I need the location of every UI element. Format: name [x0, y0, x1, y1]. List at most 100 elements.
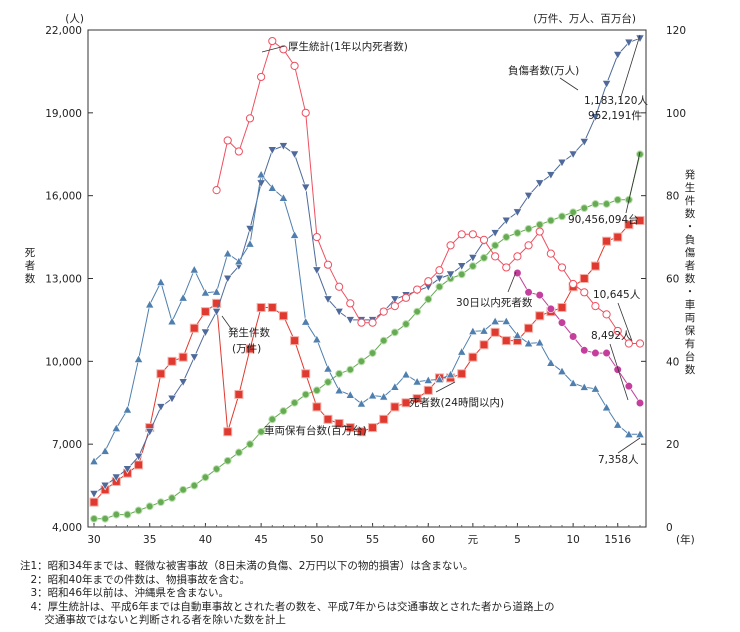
- series-5-point: [145, 502, 154, 511]
- series-3-point: [412, 394, 422, 404]
- x-tick-label: 45: [254, 534, 267, 546]
- x-tick-label: 55: [366, 534, 379, 546]
- series-4-point: [601, 80, 612, 89]
- series-4-point: [390, 295, 400, 305]
- series-1-point: [613, 365, 622, 374]
- series-3-point: [267, 302, 277, 312]
- series-4-point: [278, 142, 289, 151]
- series-0-point: [412, 376, 422, 386]
- series-0-point: [256, 169, 266, 179]
- series-0-point: [323, 363, 333, 373]
- left-axis-title-char: 数: [25, 272, 36, 285]
- right-axis-title-char: 保: [685, 324, 696, 337]
- right-tick-label: 60: [666, 274, 679, 286]
- label-24h-deaths: 死者数(24時間以内): [409, 396, 504, 409]
- series-5-point: [424, 295, 433, 304]
- label-value-accidents: 952,191件: [588, 110, 642, 122]
- series-4-point: [145, 428, 155, 437]
- right-tick-label: 80: [666, 191, 679, 203]
- series-3-point: [278, 311, 288, 321]
- series-2-point: [279, 45, 288, 54]
- leader-accidents: [221, 315, 233, 331]
- label-health-stats: 厚生統計(1年以内死者数): [288, 40, 408, 53]
- series-3-point: [345, 423, 355, 433]
- series-3-point: [178, 352, 188, 362]
- series-4-point: [178, 378, 188, 387]
- series-5-point: [201, 473, 210, 482]
- series-3-point: [423, 385, 433, 395]
- series-2-point: [323, 260, 333, 269]
- series-0-point: [111, 423, 121, 432]
- series-5-point: [168, 494, 176, 502]
- right-axis-title-char: 両: [685, 312, 696, 324]
- series-2-point: [468, 230, 477, 239]
- series-1-point: [635, 398, 645, 408]
- series-4-point: [334, 307, 344, 317]
- right-unit-label: (万件、万人、百万台): [533, 12, 636, 25]
- series-5-point: [569, 208, 578, 217]
- left-axis-title: 死者数: [25, 247, 36, 285]
- series-2-point: [580, 288, 589, 297]
- left-tick-label: 16,000: [45, 191, 82, 203]
- series-2-point: [535, 227, 544, 236]
- series-0-point: [535, 337, 545, 347]
- series-0-point: [546, 358, 556, 367]
- x-tick-label: 60: [422, 534, 435, 546]
- series-5-point: [379, 336, 388, 345]
- series-5-point: [112, 510, 121, 519]
- series-3-point: [479, 340, 489, 350]
- series-5-point: [179, 485, 188, 494]
- series-0-point: [523, 338, 534, 348]
- series-0-point: [457, 347, 467, 356]
- series-2-point: [602, 310, 611, 319]
- x-tick-label: 元: [468, 534, 479, 546]
- series-3-point: [312, 402, 322, 412]
- right-axis-title-char: 数: [685, 272, 696, 285]
- left-tick-label: 10,000: [45, 356, 82, 368]
- series-2-point: [613, 326, 622, 336]
- right-axis-title: 発生件数・負傷者数・車両保有台数: [685, 168, 696, 376]
- series-3-point: [245, 344, 255, 354]
- series-3-point: [234, 389, 244, 399]
- left-tick-label: 22,000: [45, 25, 82, 37]
- series-0-point: [89, 456, 99, 465]
- series-1-point: [580, 346, 589, 355]
- leader-value-vehicles: [625, 151, 641, 214]
- series-0-point: [267, 183, 277, 192]
- series-0-point: [590, 383, 601, 393]
- series-4-point: [100, 481, 110, 491]
- leader-value-injured: [619, 34, 641, 101]
- series-0-point: [468, 326, 478, 336]
- series-2-point: [401, 293, 411, 302]
- series-0-point: [367, 390, 378, 400]
- series-4-point: [535, 179, 545, 189]
- left-axis-title-char: 死: [25, 247, 36, 259]
- series-5-point: [123, 510, 132, 519]
- series-5-point: [156, 498, 165, 507]
- series-3-point: [579, 274, 589, 283]
- year-unit-label: (年): [676, 533, 695, 546]
- right-axis-title-char: 数: [685, 207, 696, 220]
- label-value-vehicles: 90,456,094台: [568, 213, 639, 226]
- series-2-point: [312, 232, 321, 242]
- series-2-point: [457, 230, 466, 239]
- series-3-point: [490, 327, 500, 337]
- label-accidents: 発生件数: [228, 326, 270, 339]
- right-axis-title-char: ・: [685, 286, 696, 298]
- series-2-point: [557, 263, 567, 272]
- series-5-point: [312, 386, 321, 395]
- series-5-point: [324, 378, 332, 386]
- series-4-point: [445, 270, 456, 280]
- series-5-point: [223, 456, 232, 465]
- series-4-point: [468, 254, 478, 263]
- series-5-point: [591, 200, 600, 208]
- series-5-point: [558, 212, 566, 221]
- right-axis-title-char: 者: [685, 260, 696, 272]
- series-5-point: [402, 320, 410, 328]
- series-2-point: [635, 339, 645, 348]
- series-4-point: [345, 316, 355, 325]
- leader-value-30day: [609, 343, 629, 401]
- series-5-point: [602, 200, 611, 208]
- series-0-point: [512, 330, 523, 339]
- series-2-point: [424, 277, 433, 286]
